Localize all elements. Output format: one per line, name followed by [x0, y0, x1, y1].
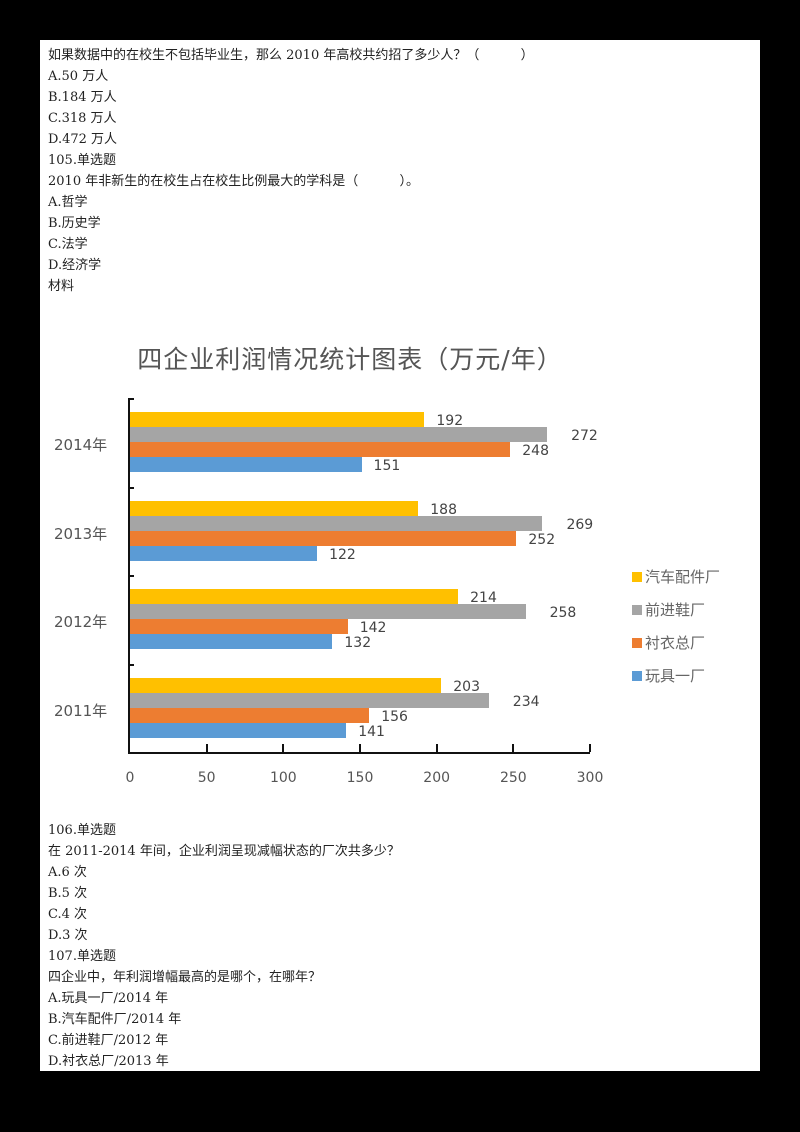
data-label: 141	[358, 723, 385, 740]
option-d: D.472 万人	[48, 132, 118, 147]
x-axis-tick	[205, 744, 208, 752]
legend-swatch-icon	[632, 670, 642, 681]
x-tick-label: 200	[423, 770, 451, 786]
data-label: 122	[329, 546, 356, 563]
legend-swatch-icon	[632, 604, 642, 615]
chart-legend: 汽车配件厂前进鞋厂衬衣总厂玩具一厂	[632, 560, 720, 692]
option-d: D.衬衣总厂/2013 年	[48, 1054, 169, 1069]
data-label: 151	[373, 458, 401, 474]
option-a: A.6 次	[48, 865, 87, 880]
legend-item: 玩具一厂	[632, 659, 720, 692]
material-label: 材料	[48, 279, 75, 294]
x-tick-label: 300	[576, 770, 604, 786]
data-label: 214	[470, 590, 497, 606]
data-label: 272	[571, 428, 598, 444]
category-label: 2013年	[54, 524, 108, 543]
bar-2	[130, 707, 370, 723]
option-d: D.经济学	[48, 258, 102, 273]
data-label: 203	[453, 678, 480, 695]
y-axis-tick	[128, 398, 134, 400]
option-b: B.历史学	[48, 216, 101, 231]
x-axis-tick	[512, 744, 515, 752]
document-page: 如果数据中的在校生不包括毕业生，那么 2010 年高校共约招了多少人？（ ） A…	[40, 40, 760, 1071]
category-label: 2012年	[54, 613, 108, 631]
option-c: C.法学	[48, 237, 88, 252]
bar-0	[130, 677, 442, 693]
question-stem: 四企业中，年利润增幅最高的是哪个，在哪年？	[48, 970, 322, 985]
question-stem: 2010 年非新生的在校生占在校生比例最大的学科是（ ）。	[48, 174, 420, 189]
x-tick-label: 250	[499, 770, 527, 786]
data-label: 188	[430, 501, 457, 518]
legend-swatch-icon	[632, 637, 642, 648]
chart-title: 四企业利润情况统计图表（万元/年）	[137, 345, 563, 374]
x-axis-tick	[589, 744, 591, 752]
x-axis-tick	[282, 744, 285, 752]
y-axis-tick	[128, 486, 134, 489]
bar-2	[130, 619, 348, 634]
option-b: B.5 次	[48, 886, 88, 901]
legend-label: 衬衣总厂	[645, 634, 706, 652]
option-c: C.4 次	[48, 907, 88, 922]
category-label: 2014年	[54, 436, 108, 454]
category-label: 2011年	[54, 701, 108, 720]
data-label: 258	[549, 605, 577, 621]
option-a: A.50 万人	[48, 69, 109, 84]
legend-item: 前进鞋厂	[632, 593, 720, 626]
y-axis-tick	[128, 663, 134, 666]
legend-label: 汽车配件厂	[645, 568, 721, 586]
data-label: 234	[512, 693, 540, 710]
bar-3	[130, 545, 318, 561]
option-d: D.3 次	[48, 928, 88, 943]
option-c: C.318 万人	[48, 111, 117, 126]
bar-1	[130, 515, 543, 531]
data-label: 248	[522, 443, 549, 459]
option-a: A.哲学	[48, 195, 88, 210]
question-header: 106.单选题	[48, 823, 116, 838]
x-tick-label: 0	[125, 770, 135, 786]
legend-swatch-icon	[632, 571, 642, 582]
legend-item: 汽车配件厂	[632, 560, 720, 593]
bar-0	[130, 500, 419, 516]
question-header: 107.单选题	[48, 949, 116, 964]
bar-0	[130, 589, 459, 604]
x-axis	[128, 752, 590, 754]
question-stem: 如果数据中的在校生不包括毕业生，那么 2010 年高校共约招了多少人？（ ）	[48, 48, 534, 63]
legend-label: 前进鞋厂	[645, 601, 706, 619]
bar-1	[130, 427, 548, 442]
x-tick-label: 150	[346, 770, 374, 786]
data-label: 156	[381, 708, 408, 725]
bar-3	[130, 634, 333, 649]
bar-0	[130, 412, 425, 427]
data-label: 192	[436, 413, 464, 429]
bar-2	[130, 530, 517, 546]
legend-label: 玩具一厂	[645, 667, 706, 685]
data-label: 142	[359, 620, 387, 636]
bar-3	[130, 457, 362, 472]
profit-bar-chart: 四企业利润情况统计图表（万元/年） 2014年 192 272 248 151 2013年…	[40, 330, 760, 830]
bar-2	[130, 442, 511, 457]
option-b: B.汽车配件厂/2014 年	[48, 1012, 182, 1027]
bar-1	[130, 692, 489, 708]
option-c: C.前进鞋厂/2012 年	[48, 1033, 169, 1048]
x-tick-label: 100	[269, 770, 297, 786]
bar-3	[130, 722, 347, 738]
question-header: 105.单选题	[48, 153, 116, 168]
option-a: A.玩具一厂/2014 年	[48, 991, 169, 1006]
x-axis-tick	[359, 744, 361, 752]
option-b: B.184 万人	[48, 90, 117, 105]
x-tick-label: 50	[197, 770, 216, 786]
data-label: 252	[528, 531, 556, 548]
bar-1	[130, 604, 526, 619]
y-axis-tick	[128, 575, 134, 577]
question-stem: 在 2011-2014 年间，企业利润呈现减幅状态的厂次共多少？	[48, 844, 400, 859]
x-axis-tick	[435, 744, 438, 752]
y-axis-tick	[128, 752, 134, 754]
data-label: 269	[566, 516, 594, 533]
legend-item: 衬衣总厂	[632, 626, 720, 659]
data-label: 132	[344, 635, 372, 651]
